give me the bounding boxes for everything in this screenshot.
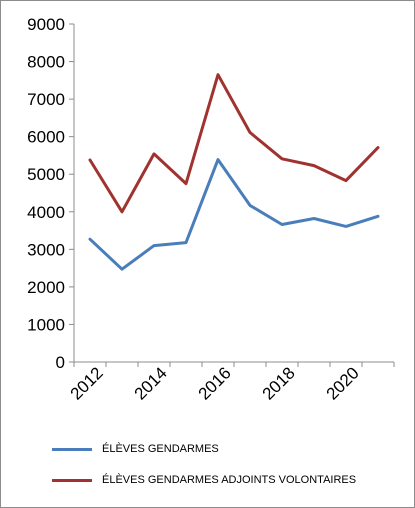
y-tick-label: 4000 — [27, 203, 65, 222]
series-line-0 — [88, 158, 380, 271]
legend-item-eleves-gendarmes-adjoints: ÉLÈVES GENDARMES ADJOINTS VOLONTAIRES — [52, 474, 402, 486]
y-tick-label: 9000 — [27, 15, 65, 34]
legend-label-eleves-gendarmes-adjoints: ÉLÈVES GENDARMES ADJOINTS VOLONTAIRES — [102, 474, 357, 486]
y-tick-label: 0 — [56, 353, 65, 372]
chart-axes — [73, 24, 394, 363]
y-tick-label: 7000 — [27, 90, 65, 109]
y-tick-label: 1000 — [27, 315, 65, 334]
x-tick-label: 2018 — [259, 363, 299, 403]
y-tick-label: 2000 — [27, 278, 65, 297]
series-lines — [88, 73, 380, 271]
x-tick-label: 2016 — [195, 363, 235, 403]
legend-swatch-eleves-gendarmes-adjoints — [52, 478, 92, 482]
x-tick-label: 2012 — [67, 363, 107, 403]
legend-item-eleves-gendarmes: ÉLÈVES GENDARMES — [52, 443, 402, 455]
series-line-1 — [88, 73, 380, 214]
y-axis-ticks: 0 1000 2000 3000 4000 5000 6000 7000 8000 9000 — [27, 15, 74, 372]
y-tick-label: 5000 — [27, 165, 65, 184]
legend-label-eleves-gendarmes: ÉLÈVES GENDARMES — [102, 443, 219, 455]
y-tick-label: 6000 — [27, 128, 65, 147]
y-tick-label: 8000 — [27, 53, 65, 72]
x-tick-label: 2020 — [323, 363, 363, 403]
legend-swatch-eleves-gendarmes — [52, 447, 92, 451]
x-axis-ticks: 2012 2014 2016 2018 2020 — [67, 362, 395, 404]
x-tick-label: 2014 — [131, 363, 171, 403]
y-tick-label: 3000 — [27, 240, 65, 259]
